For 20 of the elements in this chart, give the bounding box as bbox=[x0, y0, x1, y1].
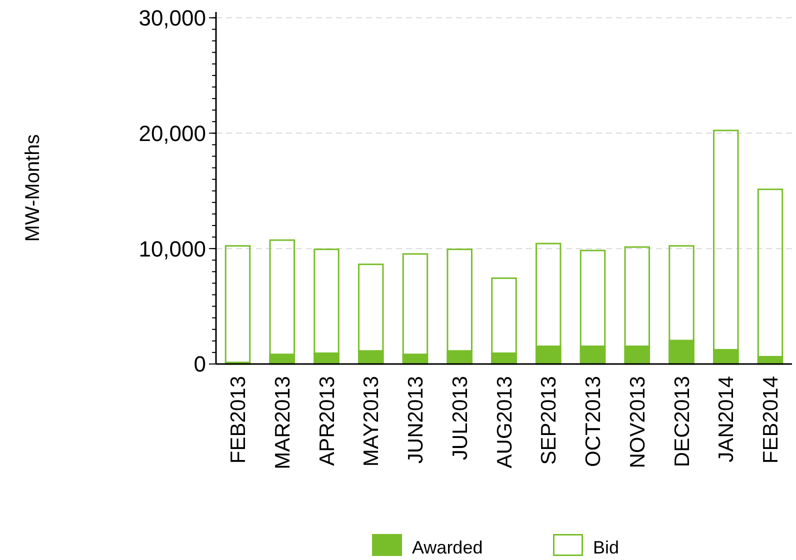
x-tick-label: DEC2013 bbox=[670, 376, 694, 468]
x-tick-label: MAY2013 bbox=[360, 376, 384, 467]
x-tick-label: JAN2014 bbox=[715, 376, 738, 462]
y-tick-label: 0 bbox=[194, 352, 206, 377]
x-tick-label: JUN2013 bbox=[404, 376, 428, 464]
x-tick-label: FEB2013 bbox=[227, 376, 250, 464]
x-tick-label: JUL2013 bbox=[448, 376, 472, 460]
x-tick-label: SEP2013 bbox=[538, 376, 561, 465]
legend-label: Bid bbox=[593, 537, 620, 558]
x-tick-label: OCT2013 bbox=[582, 376, 606, 468]
y-tick-label: 30,000 bbox=[138, 5, 206, 30]
x-tick-label: AUG2013 bbox=[493, 376, 516, 468]
y-axis-title: MW-Months bbox=[22, 134, 44, 242]
x-tick-label: FEB2014 bbox=[760, 376, 783, 464]
y-tick-label: 20,000 bbox=[138, 120, 206, 146]
legend-label: Awarded bbox=[412, 537, 483, 558]
x-tick-label: NOV2013 bbox=[626, 376, 650, 468]
x-tick-label: APR2013 bbox=[316, 376, 339, 466]
y-tick-label: 10,000 bbox=[138, 236, 206, 262]
x-tick-label: MAR2013 bbox=[271, 376, 294, 470]
